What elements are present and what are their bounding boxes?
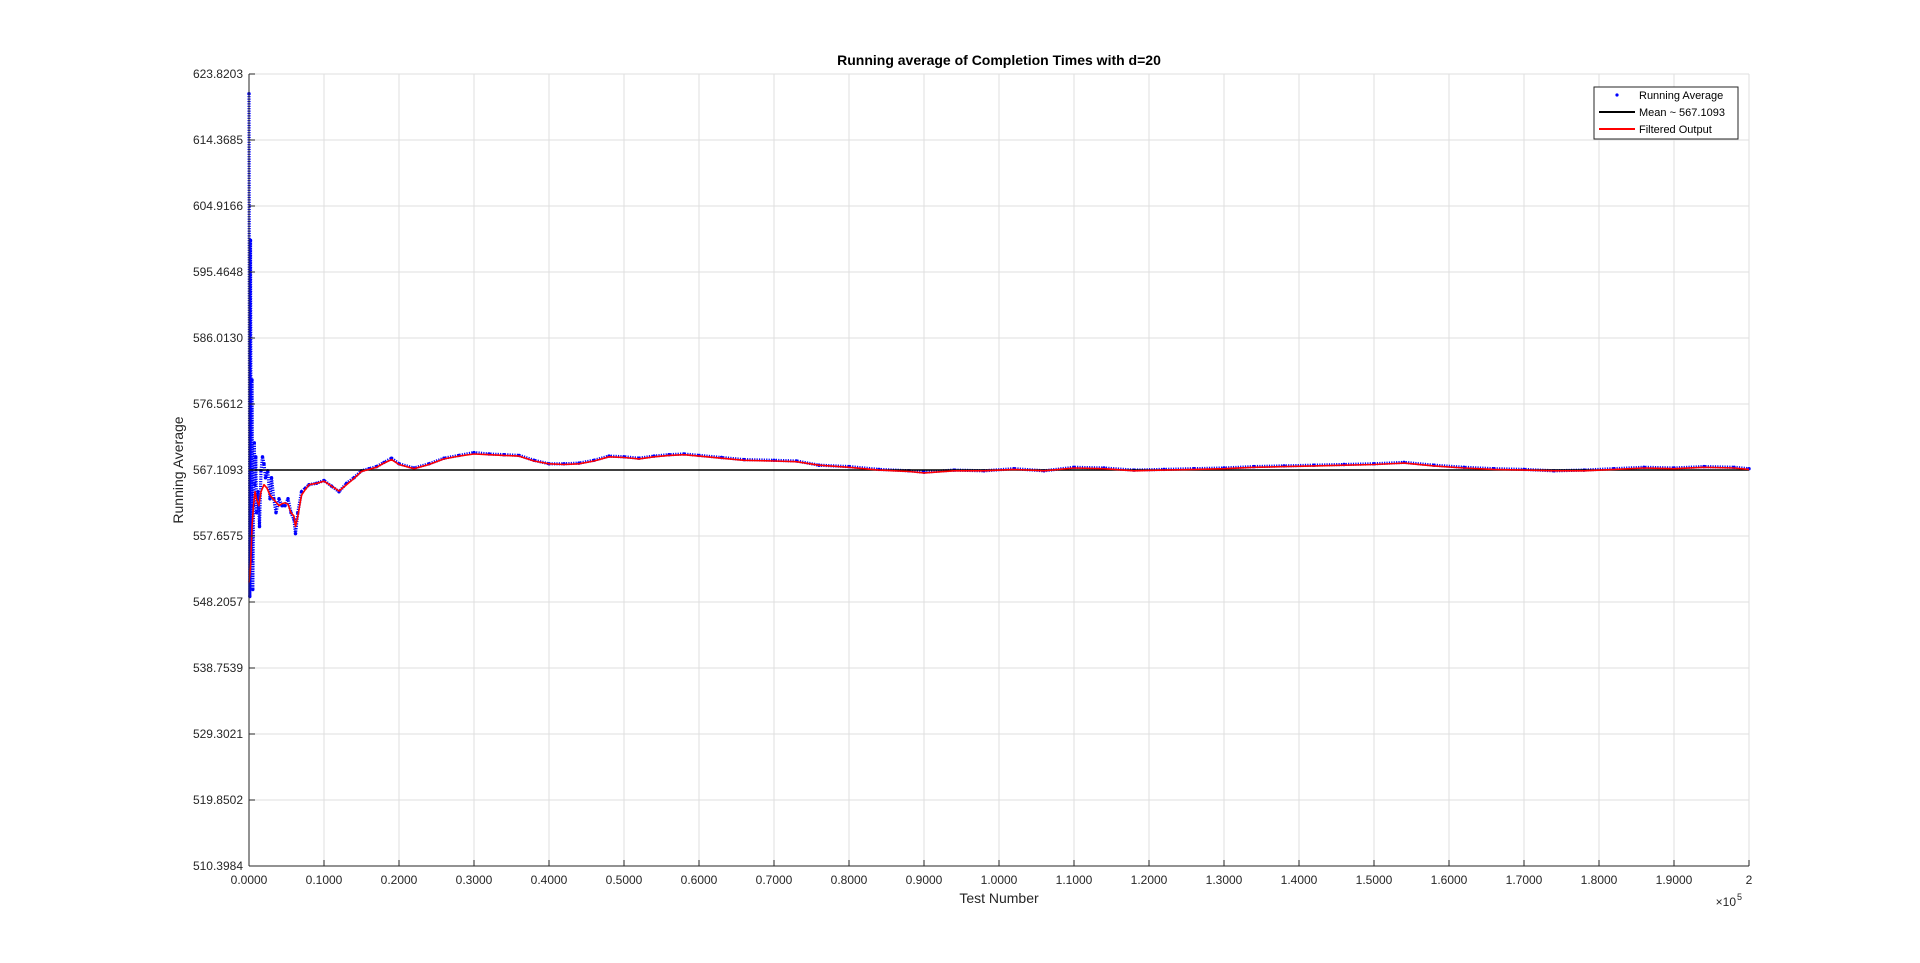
x-tick-label: 1.8000 [1581, 873, 1618, 887]
x-tick-label: 2 [1746, 873, 1753, 887]
series-layer [247, 92, 1751, 599]
running-average-point [254, 455, 258, 459]
axes [248, 73, 1750, 867]
running-average-point [293, 531, 298, 536]
x-tick-label: 0.1000 [306, 873, 343, 887]
x-tick-label: 1.5000 [1356, 873, 1393, 887]
y-tick-label: 519.8502 [193, 793, 243, 807]
y-tick-label: 510.3984 [193, 859, 243, 873]
x-tick-label: 1.6000 [1431, 873, 1468, 887]
x-tick-label: 1.0000 [981, 873, 1018, 887]
x-tick-label: 0.5000 [606, 873, 643, 887]
y-tick-label: 623.8203 [193, 67, 243, 81]
x-tick-label: 1.7000 [1506, 873, 1543, 887]
x-tick-label: 1.9000 [1656, 873, 1693, 887]
legend-running-average-marker [1615, 93, 1619, 97]
x-tick-label: 1.4000 [1281, 873, 1318, 887]
x-tick-label: 0.2000 [381, 873, 418, 887]
x-tick-label: 0.8000 [831, 873, 868, 887]
x-tick-label: 0.6000 [681, 873, 718, 887]
running-average-point [274, 511, 278, 515]
running-average-point [253, 483, 257, 487]
y-tick-label: 586.0130 [193, 331, 243, 345]
legend-running-average-label: Running Average [1639, 90, 1723, 102]
running-average-point [262, 462, 266, 466]
running-average-point [269, 476, 274, 480]
filtered-output-line [248, 453, 1750, 583]
running-average-point [283, 504, 287, 508]
running-average-point [254, 511, 259, 515]
running-average-point [389, 456, 394, 460]
running-average-point [248, 238, 253, 242]
y-axis-label: Running Average [170, 416, 186, 523]
legend-filtered-output-label: Filtered Output [1639, 124, 1712, 136]
y-tick-label: 614.3685 [193, 133, 243, 147]
running-average-point [252, 441, 256, 445]
running-average-point [257, 524, 262, 529]
running-average-point [250, 378, 254, 382]
running-average-point [251, 587, 255, 592]
y-tick-label: 529.3021 [193, 727, 243, 741]
y-tick-label: 557.6575 [193, 529, 243, 543]
y-tick-label: 595.4648 [193, 265, 243, 279]
running-average-point [268, 497, 272, 501]
x-exponent-power: 5 [1737, 892, 1742, 902]
tick-labels: 0.0000 0.1000 0.2000 0.3000 0.4000 0.5000 0.60… [193, 67, 1753, 887]
x-tick-label: 1.3000 [1206, 873, 1243, 887]
running-average-point [286, 497, 290, 501]
y-tick-label: 538.7539 [193, 661, 243, 675]
y-tick-label: 576.5612 [193, 397, 243, 411]
chart-title: Running average of Completion Times with… [837, 52, 1161, 68]
x-tick-label: 0.7000 [756, 873, 793, 887]
running-average-point [260, 455, 265, 459]
x-tick-label: 0.0000 [231, 873, 268, 887]
x-exponent-label: ×10 [1716, 895, 1737, 909]
x-tick-label: 0.4000 [531, 873, 568, 887]
y-tick-label: 548.2057 [193, 595, 243, 609]
running-average-point [263, 476, 268, 480]
x-tick-label: 1.2000 [1131, 873, 1168, 887]
x-tick-label: 0.3000 [456, 873, 493, 887]
x-tick-label: 1.1000 [1056, 873, 1093, 887]
legend: Running Average Mean ~ 567.1093 Filtered… [1593, 86, 1739, 140]
y-tick-label: 567.1093 [193, 463, 243, 477]
x-tick-label: 0.9000 [906, 873, 943, 887]
y-tick-label: 604.9166 [193, 199, 243, 213]
legend-mean-label: Mean ~ 567.1093 [1639, 107, 1725, 119]
x-axis-label: Test Number [959, 890, 1039, 906]
running-average-point [256, 490, 260, 494]
running-average-point [277, 497, 281, 501]
